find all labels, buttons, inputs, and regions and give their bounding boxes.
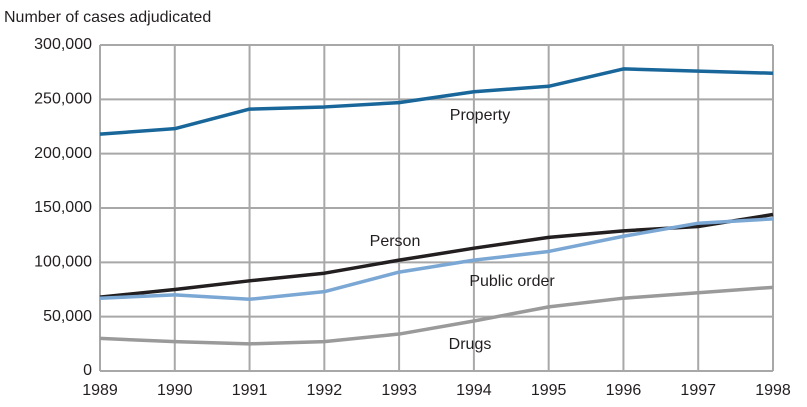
x-tick-label: 1998 <box>755 382 791 399</box>
x-tick-label: 1994 <box>456 382 492 399</box>
y-tick-label: 250,000 <box>34 91 92 108</box>
x-tick-label: 1993 <box>381 382 417 399</box>
x-tick-label: 1992 <box>307 382 343 399</box>
series-line <box>99 67 774 136</box>
series-line <box>99 285 774 346</box>
x-tick-label: 1997 <box>680 382 716 399</box>
series-label: Property <box>450 107 510 124</box>
y-tick-label: 0 <box>83 362 92 379</box>
series-label: Person <box>370 233 421 250</box>
series-label: Drugs <box>449 336 492 353</box>
y-tick-label: 300,000 <box>34 36 92 53</box>
y-tick-label: 200,000 <box>34 145 92 162</box>
y-tick-label: 100,000 <box>34 254 92 271</box>
x-tick-label: 1990 <box>157 382 193 399</box>
series-label: Public order <box>469 273 555 290</box>
x-tick-label: 1991 <box>232 382 268 399</box>
x-tick-label: 1995 <box>531 382 567 399</box>
y-axis-label: Number of cases adjudicated <box>4 9 211 26</box>
series-line <box>99 217 774 302</box>
x-tick-label: 1989 <box>82 382 118 399</box>
y-tick-label: 150,000 <box>34 199 92 216</box>
x-tick-label: 1996 <box>606 382 642 399</box>
y-tick-label: 50,000 <box>43 308 92 325</box>
